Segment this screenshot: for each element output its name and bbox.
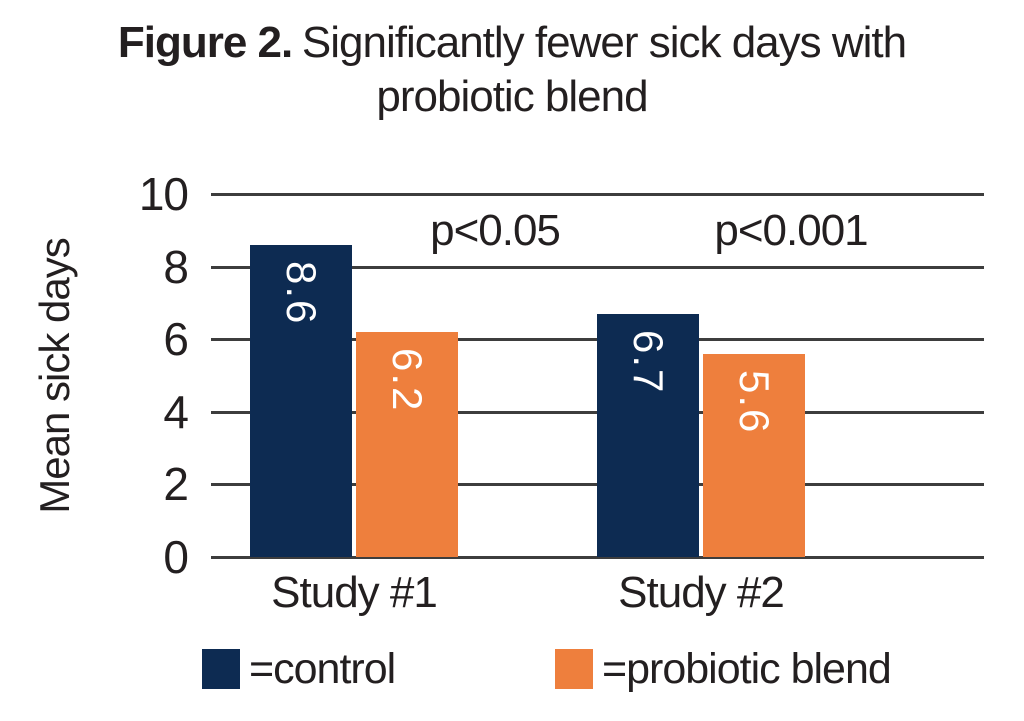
bar-control-study-1: [250, 244, 352, 557]
y-tick-label-10: 10: [138, 168, 189, 220]
bar-value-text: 6.2: [384, 347, 431, 413]
p-value-annotation-study-2: p<0.001: [714, 206, 868, 255]
figure-title-line1-text: Significantly fewer sick days with: [301, 18, 907, 67]
figure-title: Figure 2. Significantly fewer sick days w…: [0, 16, 1024, 124]
x-category-label-study-2: Study #2: [618, 568, 785, 617]
y-tick-label-8: 8: [163, 240, 189, 293]
legend-label-probiotic-blend: =probiotic blend: [602, 644, 892, 693]
bar-value-text: 6.7: [625, 329, 672, 395]
gridline-y-8: [211, 265, 984, 269]
bar-probiotic-blend-study-2: [703, 353, 805, 557]
bar-value-label-probiotic-blend-study-2: 5.6: [703, 370, 805, 434]
figure-title-line2: probiotic blend: [376, 72, 648, 121]
legend-swatch-control: [202, 649, 240, 689]
legend-item-control: =control: [202, 644, 396, 693]
gridline-y-10: [211, 193, 984, 196]
x-category-label-study-1: Study #1: [271, 568, 438, 617]
bar-value-label-control-study-2: 6.7: [597, 330, 699, 394]
bar-control-study-2: [597, 313, 699, 557]
bar-value-label-probiotic-blend-study-1: 6.2: [356, 348, 458, 412]
y-tick-label-2: 2: [163, 458, 189, 511]
figure-number-label: Figure 2.: [117, 18, 293, 67]
bar-probiotic-blend-study-1: [356, 331, 458, 557]
y-axis-title: Mean sick days: [31, 238, 78, 514]
bar-value-label-control-study-1: 8.6: [250, 261, 352, 325]
legend-swatch-probiotic-blend: [555, 649, 593, 689]
p-value-annotation-study-1: p<0.05: [430, 206, 561, 255]
legend-label-control: =control: [249, 644, 396, 693]
y-tick-label-0: 0: [163, 531, 189, 583]
y-tick-label-4: 4: [163, 385, 189, 438]
bar-value-text: 5.6: [731, 369, 778, 435]
figure-title-line1: Figure 2. Significantly fewer sick days w…: [0, 16, 1024, 70]
bar-value-text: 8.6: [278, 260, 325, 326]
gridline-y-0: [211, 556, 984, 559]
legend-item-probiotic-blend: =probiotic blend: [555, 644, 892, 693]
y-tick-label-6: 6: [163, 313, 189, 366]
